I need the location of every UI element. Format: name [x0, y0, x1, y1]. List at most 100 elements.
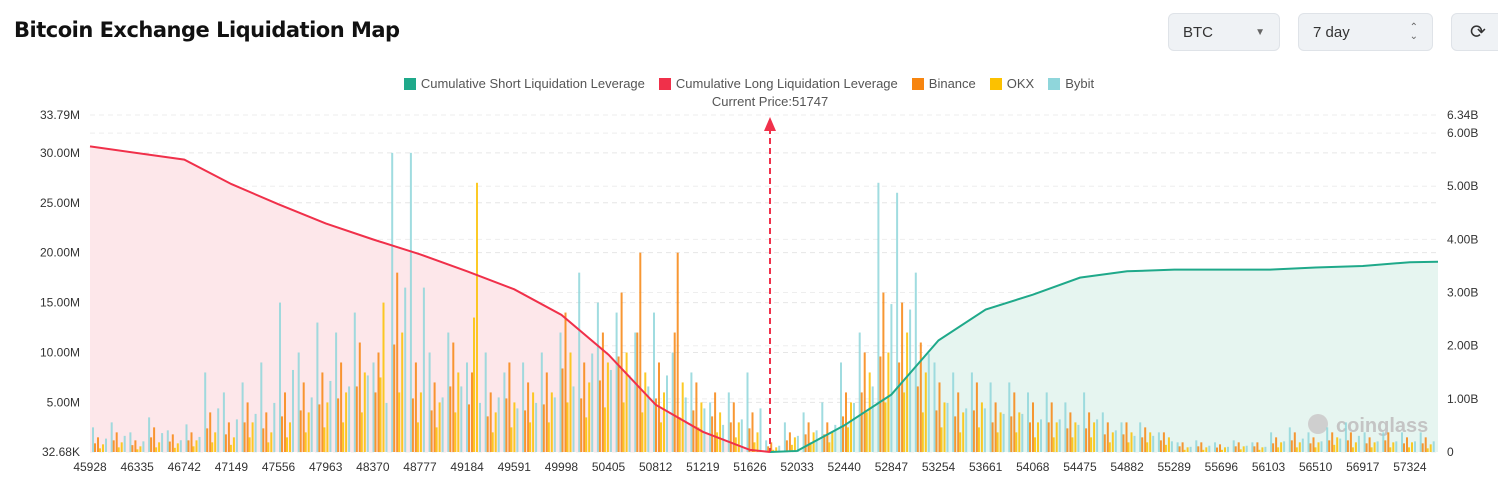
y-right-tick: 6.34B: [1447, 108, 1478, 122]
bar-bybit: [596, 302, 599, 452]
bar-okx: [625, 352, 628, 452]
bar-bybit: [129, 432, 132, 452]
bar-okx: [1411, 442, 1413, 452]
bar-binance: [1178, 446, 1181, 452]
bar-okx: [1295, 447, 1298, 452]
legend-long[interactable]: Cumulative Long Liquidation Leverage: [658, 76, 898, 91]
bar-bybit: [142, 441, 145, 452]
bar-okx: [903, 392, 906, 452]
bar-binance: [748, 428, 751, 452]
bar-binance: [751, 412, 754, 452]
bar-binance: [1253, 446, 1256, 452]
range-select[interactable]: 7 day ⌃ ⌄: [1298, 13, 1433, 51]
bar-binance: [318, 404, 321, 452]
bar-bybit: [591, 353, 594, 452]
bar-bybit: [927, 353, 930, 452]
bar-binance: [1181, 442, 1184, 452]
bar-bybit: [522, 362, 525, 452]
bar-okx: [532, 392, 535, 452]
bar-binance: [1312, 437, 1315, 452]
bar-binance: [601, 332, 604, 452]
legend-binance[interactable]: Binance: [911, 76, 976, 91]
bar-okx: [977, 427, 980, 452]
bar-bybit: [709, 402, 712, 452]
bar-bybit: [877, 182, 880, 452]
bar-bybit: [1114, 430, 1117, 452]
short-line: [769, 260, 1439, 453]
bar-binance: [676, 252, 679, 452]
y-left-tick: 10.00M: [40, 345, 80, 359]
y-left-tick: 5.00M: [47, 395, 80, 409]
bar-bybit: [329, 380, 332, 452]
bar-okx: [1389, 447, 1392, 452]
bar-okx: [419, 392, 422, 452]
bar-binance: [1403, 443, 1405, 452]
bar-okx: [289, 422, 291, 452]
bar-bybit: [409, 152, 412, 453]
bar-bybit: [503, 372, 506, 452]
legend-bybit[interactable]: Bybit: [1048, 76, 1094, 91]
bar-bybit: [1120, 422, 1123, 452]
bar-bybit: [703, 408, 706, 452]
bar-okx: [1130, 432, 1133, 452]
bar-okx: [980, 402, 983, 452]
bar-okx: [326, 402, 329, 452]
bar-bybit: [366, 375, 369, 452]
refresh-button[interactable]: ⟳: [1451, 13, 1498, 51]
bar-okx: [569, 352, 572, 452]
bar-binance: [1234, 446, 1237, 452]
bar-bybit: [497, 397, 500, 452]
bar-binance: [243, 422, 246, 452]
bar-okx: [342, 422, 345, 452]
bar-bybit: [1008, 382, 1011, 452]
bar-bybit: [1339, 438, 1342, 452]
x-tick: 50405: [592, 460, 626, 474]
bar-binance: [919, 342, 922, 452]
bar-binance: [97, 437, 99, 452]
coin-select[interactable]: BTC ▼: [1168, 13, 1280, 51]
bar-binance: [711, 416, 714, 452]
bar-binance: [863, 352, 866, 452]
y-left-tick: 30.00M: [40, 146, 80, 160]
bar-okx: [1298, 442, 1301, 452]
legend-okx[interactable]: OKX: [989, 76, 1034, 91]
range-value: 7 day: [1313, 23, 1350, 41]
bar-binance: [1219, 444, 1221, 452]
bar-bybit: [1064, 402, 1067, 452]
bar-okx: [906, 332, 909, 452]
bar-binance: [1406, 437, 1408, 452]
bar-binance: [1256, 442, 1259, 452]
bar-bybit: [1058, 419, 1061, 452]
bar-okx: [270, 432, 273, 452]
x-tick: 57324: [1393, 460, 1427, 474]
bar-bybit: [1096, 419, 1099, 452]
bar-bybit: [1133, 435, 1136, 452]
bar-okx: [435, 427, 438, 452]
bar-okx: [363, 372, 366, 452]
bar-bybit: [1083, 392, 1086, 452]
bar-okx: [868, 372, 871, 452]
x-tick: 45928: [73, 460, 107, 474]
bar-bybit: [690, 372, 693, 452]
bar-binance: [227, 422, 230, 452]
legend-short[interactable]: Cumulative Short Liquidation Leverage: [403, 76, 645, 91]
bar-binance: [542, 404, 545, 452]
bar-bybit: [198, 436, 201, 452]
bar-binance: [1387, 432, 1390, 452]
bar-bybit: [914, 272, 917, 452]
bar-bybit: [1376, 441, 1379, 452]
x-tick: 47963: [309, 460, 343, 474]
bar-okx: [1336, 437, 1339, 452]
bar-bybit: [578, 272, 581, 452]
bar-binance: [1197, 446, 1200, 452]
x-tick: 52847: [875, 460, 909, 474]
bar-okx: [793, 437, 796, 452]
bar-okx: [457, 372, 460, 452]
bar-binance: [321, 372, 324, 452]
bar-bybit: [316, 322, 319, 452]
bar-okx: [1392, 442, 1395, 452]
bar-binance: [695, 382, 698, 452]
bar-binance: [1106, 422, 1109, 452]
bar-bybit: [1227, 446, 1229, 452]
y-left-tick: 33.79M: [40, 108, 80, 122]
